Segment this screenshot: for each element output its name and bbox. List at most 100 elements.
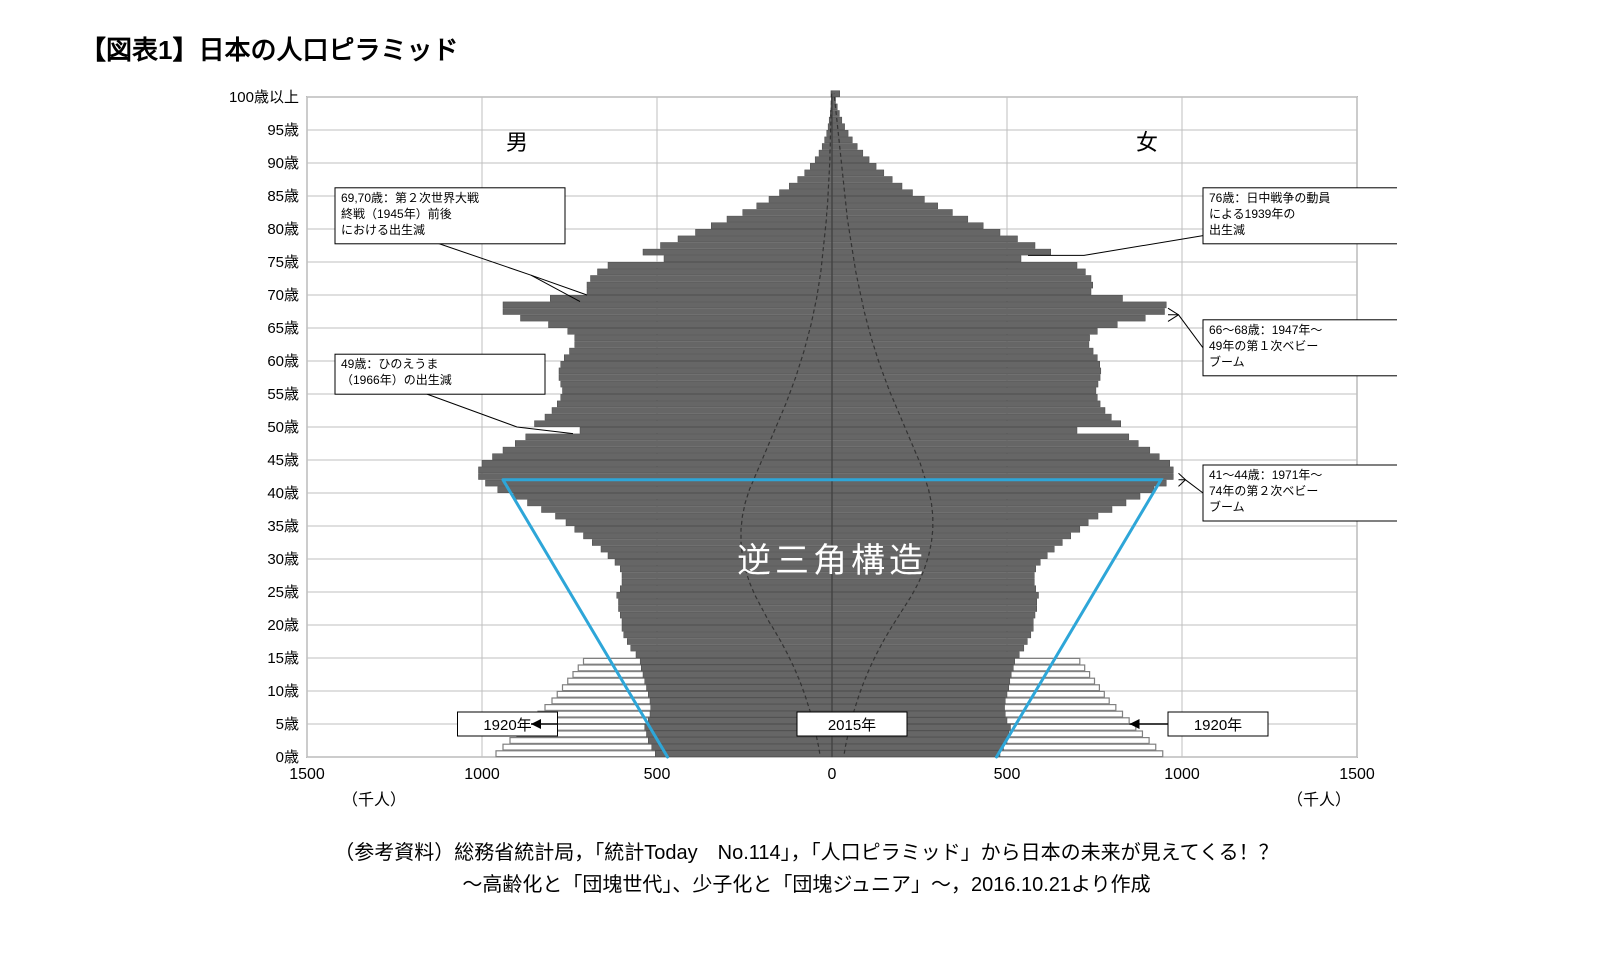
bar-2015-male bbox=[810, 163, 832, 169]
bar-2015-female bbox=[832, 685, 1009, 691]
bar-2015-male bbox=[527, 500, 832, 506]
bar-2015-female bbox=[832, 295, 1123, 301]
x-tick-label: 500 bbox=[643, 766, 670, 783]
bar-2015-male bbox=[640, 658, 832, 664]
bar-2015-male bbox=[566, 520, 832, 526]
callout-leader bbox=[415, 236, 587, 295]
bar-2015-male bbox=[574, 342, 831, 348]
bar-2015-female bbox=[832, 599, 1037, 605]
bar-2015-female bbox=[832, 632, 1031, 638]
bar-2015-male bbox=[552, 408, 832, 414]
bar-2015-male bbox=[622, 625, 832, 631]
bar-2015-female bbox=[832, 507, 1112, 513]
bar-2015-male bbox=[630, 645, 831, 651]
bar-2015-female bbox=[832, 493, 1140, 499]
bar-2015-male bbox=[627, 639, 832, 645]
bar-2015-male bbox=[583, 533, 832, 539]
bar-2015-female bbox=[832, 427, 1077, 433]
bar-2015-female bbox=[832, 130, 848, 136]
bar-2015-female bbox=[832, 447, 1150, 453]
bar-2015-male bbox=[623, 632, 831, 638]
callout-text: 49年の第１次ベビー bbox=[1209, 339, 1318, 353]
female-label: 女 bbox=[1135, 130, 1157, 155]
bar-2015-male bbox=[590, 276, 832, 282]
bar-2015-female bbox=[832, 256, 1021, 262]
callout-leader bbox=[1168, 315, 1203, 348]
bar-2015-male bbox=[643, 672, 832, 678]
callout-leader bbox=[1168, 308, 1179, 315]
bar-2015-male bbox=[650, 705, 831, 711]
bar-2015-male bbox=[622, 619, 832, 625]
bar-2015-male bbox=[541, 507, 832, 513]
bar-2015-male bbox=[567, 328, 831, 334]
bar-2015-female bbox=[832, 744, 1004, 750]
bar-2015-female bbox=[832, 526, 1080, 532]
y-tick-label: 25歳 bbox=[267, 584, 299, 601]
bar-2015-female bbox=[832, 144, 857, 150]
bar-2015-female bbox=[832, 388, 1096, 394]
bar-2015-male bbox=[580, 427, 832, 433]
bar-2015-male bbox=[648, 738, 832, 744]
bar-2015-female bbox=[832, 328, 1097, 334]
y-tick-label: 30歳 bbox=[267, 551, 299, 568]
y-tick-label: 50歳 bbox=[267, 419, 299, 436]
bar-2015-male bbox=[826, 130, 831, 136]
bar-2015-male bbox=[678, 236, 832, 242]
bar-2015-female bbox=[832, 394, 1097, 400]
bar-2015-female bbox=[832, 520, 1088, 526]
x-tick-label: 1500 bbox=[289, 766, 325, 783]
bar-2015-male bbox=[557, 401, 832, 407]
y-tick-label: 15歳 bbox=[267, 650, 299, 667]
bar-2015-female bbox=[832, 434, 1129, 440]
bar-2015-female bbox=[832, 441, 1138, 447]
callout-leader bbox=[1168, 315, 1179, 322]
bar-2015-male bbox=[646, 685, 832, 691]
bar-2015-male bbox=[608, 262, 832, 268]
bar-2015-female bbox=[832, 533, 1071, 539]
year-label-text: 1920年 bbox=[1193, 717, 1241, 734]
bar-2015-female bbox=[832, 368, 1101, 374]
bar-2015-female bbox=[832, 375, 1100, 381]
bar-2015-male bbox=[503, 302, 832, 308]
bar-2015-male bbox=[587, 289, 832, 295]
bar-2015-female bbox=[832, 183, 902, 189]
bar-2015-female bbox=[832, 705, 1005, 711]
y-tick-label: 80歳 bbox=[267, 221, 299, 238]
bar-2015-male bbox=[515, 441, 832, 447]
bar-2015-male bbox=[711, 223, 832, 229]
bar-2015-female bbox=[832, 500, 1126, 506]
callout-text: ブーム bbox=[1209, 499, 1245, 514]
bar-2015-male bbox=[560, 381, 831, 387]
callout-text: （1966年）の出生減 bbox=[341, 372, 452, 387]
y-tick-label: 90歳 bbox=[267, 155, 299, 172]
callout-text: 出生減 bbox=[1209, 222, 1245, 237]
bar-2015-male bbox=[779, 190, 832, 196]
source-footer: （参考資料）総務省統計局，「統計Today No.114」，「人口ピラミッド」か… bbox=[80, 837, 1533, 901]
y-tick-label: 85歳 bbox=[267, 188, 299, 205]
y-tick-label: 65歳 bbox=[267, 320, 299, 337]
bar-2015-female bbox=[832, 606, 1037, 612]
bar-2015-male bbox=[804, 170, 831, 176]
bar-2015-female bbox=[832, 342, 1089, 348]
bar-2015-female bbox=[832, 262, 1077, 268]
y-tick-label: 0歳 bbox=[275, 749, 298, 766]
y-tick-label: 95歳 bbox=[267, 122, 299, 139]
bar-2015-male bbox=[503, 309, 832, 315]
bar-2015-female bbox=[832, 751, 1000, 757]
bar-2015-male bbox=[660, 243, 832, 249]
y-tick-label: 55歳 bbox=[267, 386, 299, 403]
bar-2015-female bbox=[832, 612, 1035, 618]
bar-2015-male bbox=[664, 256, 832, 262]
bar-2015-male bbox=[618, 599, 832, 605]
bar-2015-female bbox=[832, 276, 1091, 282]
bar-2015-female bbox=[832, 361, 1100, 367]
bar-2015-female bbox=[832, 223, 983, 229]
bar-2015-female bbox=[832, 652, 1019, 658]
bar-2015-female bbox=[832, 177, 892, 183]
bar-2015-male bbox=[564, 355, 832, 361]
bar-2015-male bbox=[620, 586, 832, 592]
bar-2015-female bbox=[832, 196, 924, 202]
bar-2015-male bbox=[548, 322, 832, 328]
y-tick-label: 35歳 bbox=[267, 518, 299, 535]
bar-2015-female bbox=[832, 229, 1000, 235]
